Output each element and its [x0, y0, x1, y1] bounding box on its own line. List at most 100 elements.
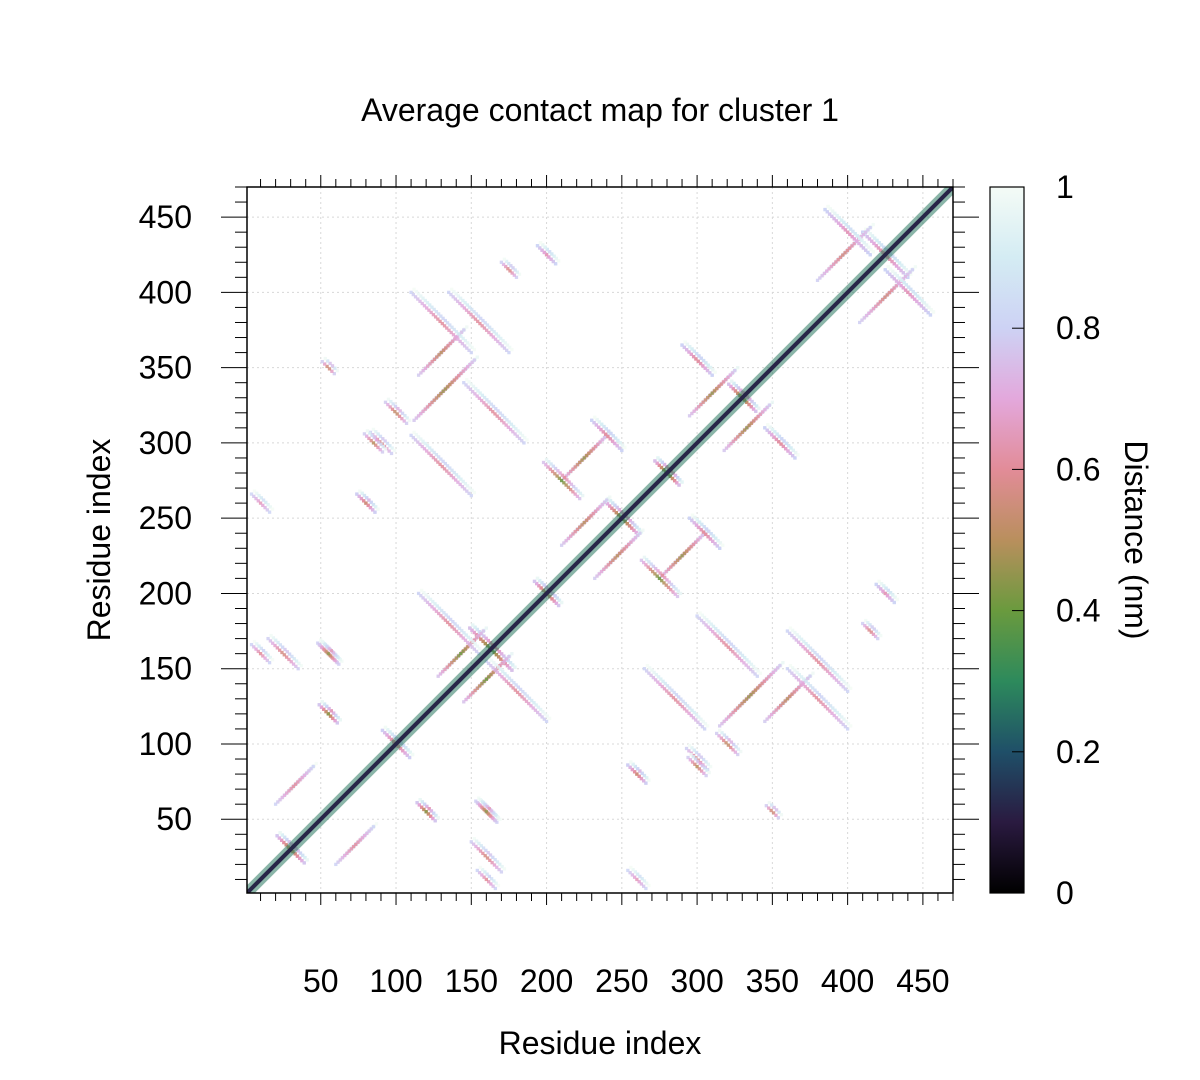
contact-cell [931, 310, 936, 314]
contact-cell [469, 313, 473, 317]
contact-cell [706, 762, 710, 766]
contact-cell [447, 663, 452, 667]
contact-cell [273, 802, 278, 806]
contact-cell [819, 662, 823, 667]
contact-cell [646, 565, 650, 569]
contact-cell [645, 776, 649, 780]
contact-cell [893, 256, 897, 261]
contact-cell [428, 446, 432, 450]
contact-cell [711, 539, 715, 543]
contact-cell [638, 531, 642, 535]
contact-cell [822, 697, 826, 701]
contact-cell [566, 485, 571, 489]
contact-cell [347, 849, 351, 853]
contact-cell [876, 246, 881, 250]
contact-cell [420, 444, 424, 449]
contact-cell [486, 812, 491, 816]
contact-cell [863, 624, 867, 628]
contact-cell [733, 708, 737, 712]
contact-cell [897, 266, 901, 270]
contact-cell [451, 619, 455, 624]
contact-cell [424, 593, 428, 597]
contact-cell [319, 645, 324, 649]
contact-cell [591, 512, 595, 516]
contact-cell [700, 764, 705, 768]
contact-cell [790, 633, 794, 638]
contact-cell [910, 268, 915, 272]
contact-cell [890, 598, 894, 602]
contact-cell [475, 686, 479, 690]
contact-cell [699, 755, 703, 759]
contact-cell [467, 348, 471, 353]
contact-cell [449, 473, 453, 478]
contact-cell [439, 350, 443, 355]
contact-cell [490, 327, 494, 332]
contact-cell [781, 661, 785, 665]
contact-cell [832, 676, 836, 680]
contact-cell [811, 648, 815, 653]
contact-cell [758, 684, 762, 688]
contact-cell [890, 259, 894, 264]
contact-cell [850, 235, 854, 239]
contact-cell [431, 456, 436, 460]
contact-cell [819, 700, 823, 704]
contact-cell [727, 738, 731, 742]
contact-cell [678, 702, 682, 707]
contact-cell [496, 883, 501, 888]
contact-cell [745, 426, 749, 430]
contact-cell [676, 476, 680, 480]
contact-cell [734, 745, 738, 749]
contact-cell [491, 816, 495, 821]
contact-cell [511, 430, 515, 434]
contact-cell [692, 521, 696, 525]
contact-cell [515, 434, 519, 438]
contact-cell [867, 237, 872, 241]
contact-cell [376, 507, 380, 511]
contact-cell [808, 684, 813, 688]
contact-cell [608, 437, 612, 441]
contact-cell [542, 717, 546, 721]
contact-cell [494, 813, 498, 818]
contact-cell [709, 532, 713, 536]
contact-cell [504, 264, 508, 269]
contact-cell [740, 701, 744, 706]
contact-cell [651, 564, 656, 568]
contact-cell [480, 800, 485, 804]
contact-cell [484, 403, 488, 407]
contact-cell [637, 880, 641, 884]
colorbar-tick-label: 1 [1056, 169, 1074, 205]
contact-cell [287, 657, 291, 662]
contact-cell [370, 433, 374, 438]
contact-cell [434, 453, 439, 457]
contact-cell [580, 523, 584, 527]
contact-cell [452, 658, 456, 663]
contact-cell [294, 664, 298, 669]
contact-cell [393, 404, 398, 408]
contact-cell [796, 640, 801, 644]
contact-cell [771, 811, 776, 815]
contact-cell [790, 671, 794, 675]
contact-cell [454, 629, 459, 634]
contact-cell [620, 549, 624, 553]
contact-cell [471, 691, 475, 695]
contact-cell [899, 283, 903, 288]
contact-cell [301, 853, 305, 858]
contact-cell [513, 432, 517, 436]
contact-cell [434, 310, 439, 314]
contact-cell [637, 527, 641, 532]
contact-cell [696, 538, 700, 542]
contact-cell [696, 720, 700, 724]
contact-cell [687, 711, 691, 715]
contact-cell [754, 404, 759, 408]
contact-cell [880, 297, 885, 302]
contact-cell [509, 684, 513, 688]
contact-cell [594, 423, 599, 427]
contact-cell [466, 695, 470, 699]
contact-cell [547, 716, 552, 721]
contact-cell [437, 353, 441, 357]
contact-cell [552, 599, 556, 603]
contact-cell [564, 539, 568, 543]
contact-cell [876, 585, 881, 589]
contact-cell [433, 819, 437, 823]
contact-cell [745, 658, 749, 662]
